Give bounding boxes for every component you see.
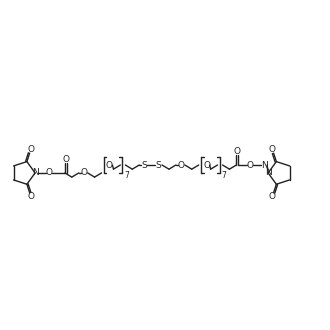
Text: O: O bbox=[27, 192, 34, 201]
Text: O: O bbox=[62, 154, 69, 164]
Text: N: N bbox=[265, 168, 272, 178]
Text: O: O bbox=[234, 147, 241, 156]
Text: 7: 7 bbox=[221, 171, 226, 181]
Text: O: O bbox=[80, 168, 87, 178]
Text: 7: 7 bbox=[124, 171, 129, 181]
Text: N: N bbox=[32, 168, 39, 178]
Text: O: O bbox=[177, 160, 184, 170]
Text: O: O bbox=[46, 168, 52, 178]
Text: O: O bbox=[269, 192, 276, 201]
Text: O: O bbox=[203, 160, 210, 170]
Text: O: O bbox=[269, 145, 276, 154]
Text: O: O bbox=[27, 145, 34, 154]
Text: N: N bbox=[261, 160, 268, 170]
Text: S: S bbox=[155, 160, 161, 170]
Text: O: O bbox=[106, 160, 113, 170]
Text: O: O bbox=[247, 160, 254, 170]
Text: S: S bbox=[141, 160, 147, 170]
